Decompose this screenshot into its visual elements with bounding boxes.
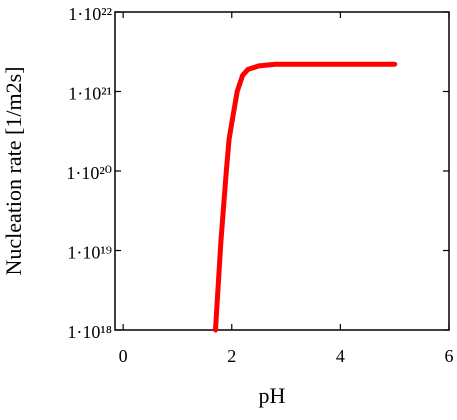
y-tick-label: 1·10¹⁹ bbox=[67, 243, 112, 263]
y-tick-label: 1·10²¹ bbox=[68, 84, 112, 104]
data-line bbox=[212, 61, 398, 333]
x-axis-label: pH bbox=[259, 383, 286, 408]
y-axis-label: Nucleation rate [1/m2s] bbox=[1, 67, 26, 276]
x-tick-label: 2 bbox=[227, 346, 236, 366]
x-tick-label: 0 bbox=[119, 346, 128, 366]
y-tick-label: 1·10²⁰ bbox=[66, 163, 112, 183]
plot-frame bbox=[114, 11, 450, 331]
x-tick-label: 6 bbox=[445, 346, 454, 366]
y-tick-label: 1·10²² bbox=[68, 4, 112, 24]
x-tick-label: 4 bbox=[336, 346, 345, 366]
y-tick-label: 1·10¹⁸ bbox=[67, 322, 112, 342]
